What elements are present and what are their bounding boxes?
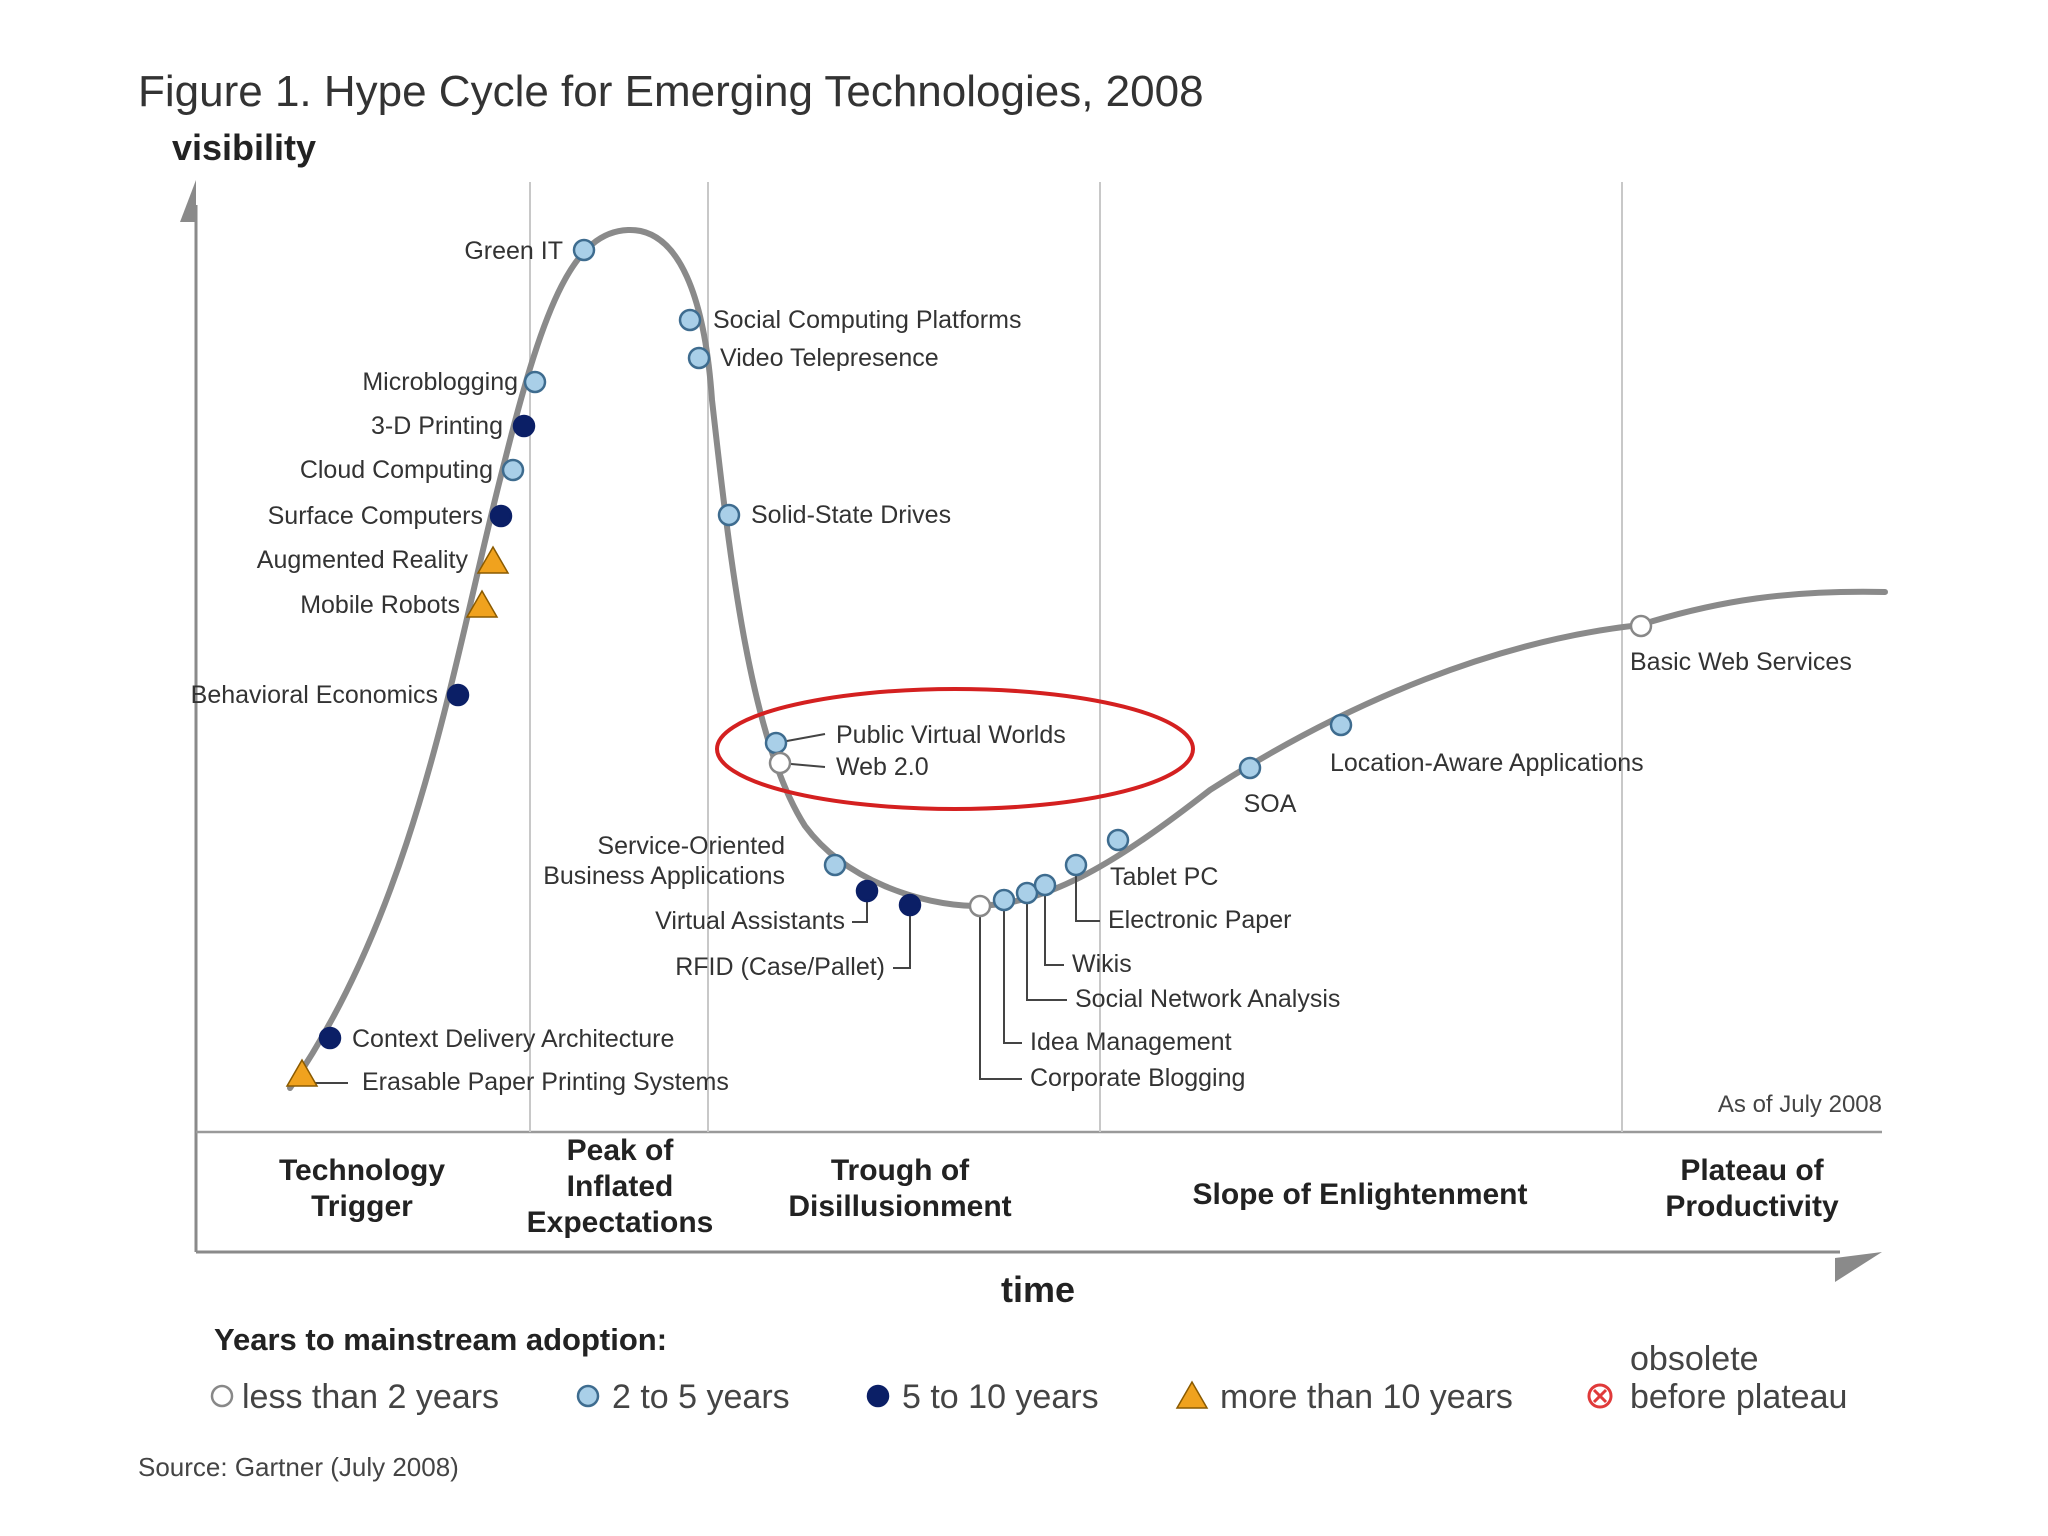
phase-label-line: Expectations xyxy=(527,1206,714,1239)
marker-solid-state-drives xyxy=(717,503,741,527)
label-context-delivery-architecture: Context Delivery Architecture xyxy=(352,1025,674,1053)
label-video-telepresence: Video Telepresence xyxy=(720,344,939,372)
phase-label-line: Plateau of xyxy=(1680,1154,1824,1187)
label-tablet-pc: Tablet PC xyxy=(1110,863,1218,891)
marker-cloud-computing xyxy=(501,458,525,482)
label-social-network-analysis: Social Network Analysis xyxy=(1075,985,1340,1013)
marker-erasable-paper-printing-systems xyxy=(285,1058,319,1087)
phase-label-line: Slope of Enlightenment xyxy=(1193,1178,1528,1211)
leader-line-wikis xyxy=(1044,885,1064,966)
marker-surface-computers xyxy=(489,504,513,528)
y-axis-label: visibility xyxy=(172,127,316,168)
marker-soa xyxy=(1238,756,1262,780)
marker-wikis xyxy=(1033,873,1057,897)
marker-social-computing-platforms xyxy=(678,308,702,332)
label-green-it: Green IT xyxy=(464,237,563,265)
x-axis-label: time xyxy=(1001,1269,1075,1310)
phase-label-line: Peak of xyxy=(567,1134,675,1167)
marker-3-d-printing xyxy=(512,414,536,438)
label-augmented-reality: Augmented Reality xyxy=(257,546,469,574)
label-erasable-paper-printing-systems: Erasable Paper Printing Systems xyxy=(362,1068,729,1096)
legend-marker-5to10 xyxy=(866,1384,890,1408)
label-wikis: Wikis xyxy=(1072,950,1132,978)
legend-marker-gt10 xyxy=(1175,1380,1209,1409)
label-public-virtual-worlds: Public Virtual Worlds xyxy=(836,721,1066,749)
label-mobile-robots: Mobile Robots xyxy=(300,591,460,619)
y-axis-arrow xyxy=(180,180,196,222)
label-service-oriented-business-applications: Service-Oriented Business Applications xyxy=(543,832,785,890)
label-virtual-assistants: Virtual Assistants xyxy=(655,907,845,935)
label-line: Service-Oriented xyxy=(597,832,785,860)
marker-web-2-0 xyxy=(768,751,792,775)
label-idea-management: Idea Management xyxy=(1030,1028,1232,1056)
x-axis-arrow xyxy=(1835,1252,1882,1282)
phase-label-line: Inflated xyxy=(567,1170,674,1203)
marker-electronic-paper xyxy=(1064,853,1088,877)
label-electronic-paper: Electronic Paper xyxy=(1108,906,1291,934)
phase-label-line: Trough of xyxy=(831,1154,970,1187)
phase-label-line: Productivity xyxy=(1665,1190,1839,1223)
legend-marker-lt2 xyxy=(210,1384,234,1408)
leader-line-electronic-paper xyxy=(1075,865,1100,922)
label-surface-computers: Surface Computers xyxy=(268,502,483,530)
legend-label-gt10: more than 10 years xyxy=(1220,1378,1513,1416)
legend-label-obsolete-top: obsolete xyxy=(1630,1340,1759,1378)
label-basic-web-services: Basic Web Services xyxy=(1630,648,1852,676)
marker-mobile-robots xyxy=(465,589,499,618)
marker-virtual-assistants xyxy=(855,879,879,903)
label-web-2-0: Web 2.0 xyxy=(836,753,929,781)
as-of-note: As of July 2008 xyxy=(1718,1091,1882,1118)
legend-marker-obsolete xyxy=(1587,1383,1613,1409)
phase-label-trough-of-disillusionment: Trough of Disillusionment xyxy=(788,1154,1011,1223)
marker-social-network-analysis xyxy=(1015,881,1039,905)
marker-tablet-pc xyxy=(1106,828,1130,852)
phase-label-line: Technology xyxy=(279,1154,445,1187)
marker-corporate-blogging xyxy=(968,894,992,918)
marker-rfid-case-pallet xyxy=(898,893,922,917)
legend-marker-obsolete-x2 xyxy=(1592,1388,1608,1404)
marker-basic-web-services xyxy=(1629,614,1653,638)
marker-behavioral-economics xyxy=(446,683,470,707)
label-3-d-printing: 3-D Printing xyxy=(371,412,503,440)
label-cloud-computing: Cloud Computing xyxy=(300,456,493,484)
leader-line-idea-management xyxy=(1003,900,1022,1044)
legend-marker-2to5 xyxy=(576,1384,600,1408)
label-solid-state-drives: Solid-State Drives xyxy=(751,501,951,529)
chart-title: Figure 1. Hype Cycle for Emerging Techno… xyxy=(138,67,1204,116)
phase-label-peak-of-inflated-expectations: Peak of Inflated Expectations xyxy=(527,1134,714,1239)
label-corporate-blogging: Corporate Blogging xyxy=(1030,1064,1245,1092)
phase-label-line: Trigger xyxy=(311,1190,413,1223)
marker-idea-management xyxy=(992,888,1016,912)
marker-green-it xyxy=(572,238,596,262)
marker-microblogging xyxy=(523,370,547,394)
legend-label-lt2: less than 2 years xyxy=(242,1378,499,1416)
label-microblogging: Microblogging xyxy=(362,368,518,396)
label-behavioral-economics: Behavioral Economics xyxy=(191,681,438,709)
marker-public-virtual-worlds xyxy=(764,731,788,755)
phase-label-plateau-of-productivity: Plateau of Productivity xyxy=(1665,1154,1839,1223)
leader-line-corporate-blogging xyxy=(979,906,1022,1080)
label-rfid-case-pallet: RFID (Case/Pallet) xyxy=(675,953,885,981)
marker-service-oriented-business-applications xyxy=(823,853,847,877)
legend-label-obsolete: before plateau xyxy=(1630,1378,1847,1416)
phase-label-line: Disillusionment xyxy=(788,1190,1011,1223)
label-soa: SOA xyxy=(1244,790,1297,818)
source-note: Source: Gartner (July 2008) xyxy=(138,1452,459,1482)
marker-augmented-reality xyxy=(476,545,510,574)
marker-context-delivery-architecture xyxy=(318,1026,342,1050)
marker-location-aware-applications xyxy=(1329,713,1353,737)
label-location-aware-applications: Location-Aware Applications xyxy=(1330,749,1644,777)
legend-label-2to5: 2 to 5 years xyxy=(612,1378,790,1416)
label-social-computing-platforms: Social Computing Platforms xyxy=(713,306,1021,334)
leader-line-social-network-analysis xyxy=(1026,893,1067,1001)
phase-label-technology-trigger: Technology Trigger xyxy=(279,1154,445,1223)
label-line: Business Applications xyxy=(543,862,785,890)
phase-label-slope-of-enlightenment: Slope of Enlightenment xyxy=(1193,1178,1528,1211)
marker-video-telepresence xyxy=(687,346,711,370)
legend-title: Years to mainstream adoption: xyxy=(214,1322,667,1357)
leader-line-rfid-case-pallet xyxy=(893,905,911,969)
legend-label-5to10: 5 to 10 years xyxy=(902,1378,1099,1416)
highlight-ellipse xyxy=(715,687,1195,811)
